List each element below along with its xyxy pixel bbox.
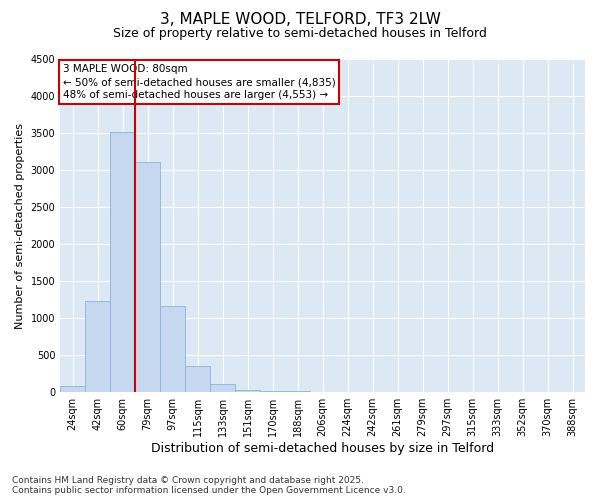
Text: Size of property relative to semi-detached houses in Telford: Size of property relative to semi-detach… bbox=[113, 28, 487, 40]
Bar bbox=[210, 384, 235, 392]
Bar bbox=[110, 132, 135, 392]
Text: Contains HM Land Registry data © Crown copyright and database right 2025.
Contai: Contains HM Land Registry data © Crown c… bbox=[12, 476, 406, 495]
Bar bbox=[260, 390, 285, 392]
Bar bbox=[135, 162, 160, 392]
Text: 3, MAPLE WOOD, TELFORD, TF3 2LW: 3, MAPLE WOOD, TELFORD, TF3 2LW bbox=[160, 12, 440, 28]
Bar bbox=[235, 390, 260, 392]
Bar bbox=[85, 301, 110, 392]
Y-axis label: Number of semi-detached properties: Number of semi-detached properties bbox=[15, 122, 25, 328]
Text: 3 MAPLE WOOD: 80sqm
← 50% of semi-detached houses are smaller (4,835)
48% of sem: 3 MAPLE WOOD: 80sqm ← 50% of semi-detach… bbox=[63, 64, 335, 100]
Bar bbox=[60, 386, 85, 392]
Bar bbox=[160, 306, 185, 392]
X-axis label: Distribution of semi-detached houses by size in Telford: Distribution of semi-detached houses by … bbox=[151, 442, 494, 455]
Bar bbox=[185, 366, 210, 392]
